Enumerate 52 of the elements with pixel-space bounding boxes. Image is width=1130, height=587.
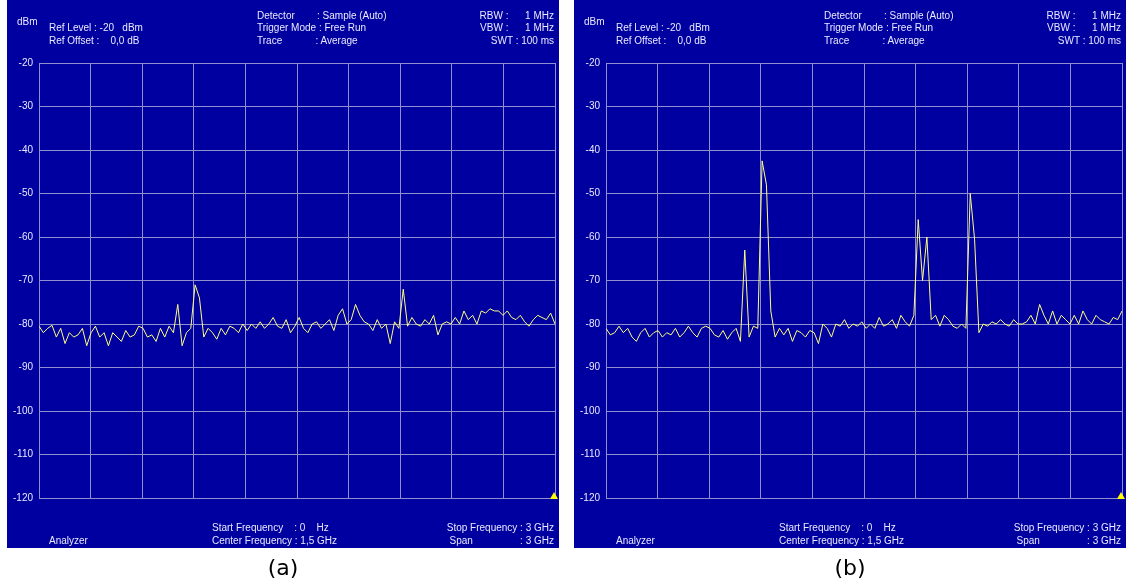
y-tick-label: -90 bbox=[585, 361, 601, 373]
y-tick-label: -120 bbox=[13, 491, 34, 503]
text: Center Frequency : 1,5 GHz bbox=[212, 535, 338, 547]
y-tick-label: -30 bbox=[585, 100, 601, 112]
text: (a) bbox=[266, 555, 300, 580]
y-tick-label: -50 bbox=[18, 187, 34, 199]
text: VBW : 1 MHz bbox=[1047, 22, 1121, 34]
text: SWT : 100 ms bbox=[490, 35, 554, 47]
text: Ref Offset : 0,0 dB bbox=[49, 35, 140, 47]
y-tick-label: -60 bbox=[18, 230, 34, 242]
text: Trace : Average bbox=[257, 35, 358, 47]
y-tick-label: -110 bbox=[13, 448, 34, 460]
y-tick-label: -100 bbox=[13, 404, 34, 416]
text: Analyzer bbox=[49, 535, 88, 547]
y-tick-label: -90 bbox=[18, 361, 34, 373]
text: Start Frequency : 0 Hz bbox=[779, 522, 896, 534]
text: Trigger Mode : Free Run bbox=[257, 22, 367, 34]
text: Stop Frequency : 3 GHz bbox=[1013, 522, 1121, 534]
text: Trace : Average bbox=[824, 35, 925, 47]
text: Center Frequency : 1,5 GHz bbox=[779, 535, 905, 547]
y-tick-label: -50 bbox=[585, 187, 601, 199]
y-tick-label: -30 bbox=[18, 100, 34, 112]
text: RBW : 1 MHz bbox=[1046, 10, 1121, 22]
y-axis-title: dBm bbox=[17, 16, 38, 28]
y-tick-label: -100 bbox=[580, 404, 601, 416]
y-axis-title: dBm bbox=[584, 16, 605, 28]
y-tick-label: -80 bbox=[18, 317, 34, 329]
y-tick-label: -110 bbox=[580, 448, 601, 460]
text: Span : 3 GHz bbox=[1016, 535, 1121, 547]
text: (b) bbox=[833, 555, 867, 580]
y-tick-label: -20 bbox=[585, 56, 601, 68]
text: Ref Offset : 0,0 dB bbox=[616, 35, 707, 47]
y-tick-label: -40 bbox=[18, 143, 34, 155]
text: RBW : 1 MHz bbox=[479, 10, 554, 22]
text: Ref Level : -20 dBm bbox=[49, 22, 143, 34]
text: Ref Level : -20 dBm bbox=[616, 22, 710, 34]
text: Detector : Sample (Auto) bbox=[257, 10, 387, 22]
text: Start Frequency : 0 Hz bbox=[212, 522, 329, 534]
text: Stop Frequency : 3 GHz bbox=[446, 522, 554, 534]
text: Trigger Mode : Free Run bbox=[824, 22, 934, 34]
y-tick-label: -120 bbox=[580, 491, 601, 503]
text: VBW : 1 MHz bbox=[480, 22, 554, 34]
y-tick-label: -40 bbox=[585, 143, 601, 155]
y-tick-label: -80 bbox=[585, 317, 601, 329]
y-tick-label: -20 bbox=[18, 56, 34, 68]
y-tick-label: -70 bbox=[585, 274, 601, 286]
y-tick-label: -70 bbox=[18, 274, 34, 286]
text: Detector : Sample (Auto) bbox=[824, 10, 954, 22]
text: Span : 3 GHz bbox=[449, 535, 554, 547]
text: SWT : 100 ms bbox=[1057, 35, 1121, 47]
text: Analyzer bbox=[616, 535, 655, 547]
y-tick-label: -60 bbox=[585, 230, 601, 242]
